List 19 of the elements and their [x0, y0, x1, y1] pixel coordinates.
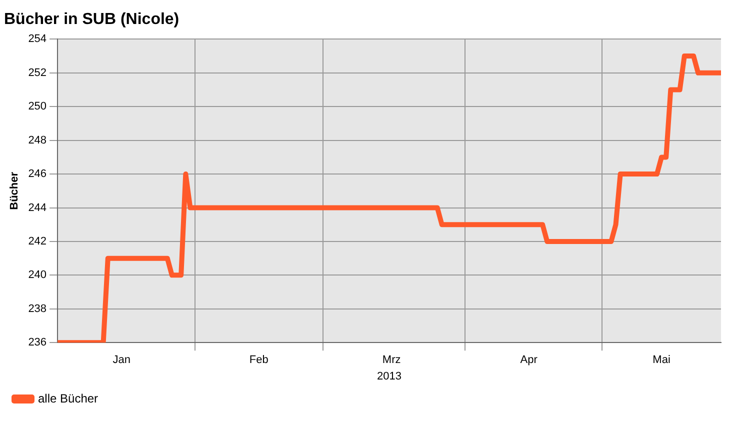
y-tick-label: 246: [28, 168, 47, 180]
y-tick-label: 236: [28, 336, 47, 349]
y-axis-title: Bücher: [8, 171, 21, 210]
y-tick-label: 248: [28, 134, 47, 146]
y-tick-label: 254: [28, 33, 47, 46]
x-tick-label: Jan: [112, 354, 130, 366]
legend-label: alle Bücher: [38, 391, 98, 406]
x-tick-label: Mrz: [382, 354, 401, 366]
y-tick-label: 240: [28, 269, 47, 282]
y-tick-label: 250: [28, 100, 47, 113]
y-tick-label: 252: [28, 66, 47, 79]
x-axis-title: 2013: [377, 370, 402, 382]
y-tick-label: 238: [28, 302, 47, 315]
x-tick-label: Feb: [249, 354, 268, 366]
chart-title: Bücher in SUB (Nicole): [4, 11, 180, 28]
y-tick-label: 244: [28, 202, 47, 214]
x-tick-label: Apr: [520, 354, 538, 366]
y-tick-label: 242: [28, 236, 47, 248]
x-tick-label: Mai: [652, 354, 670, 366]
